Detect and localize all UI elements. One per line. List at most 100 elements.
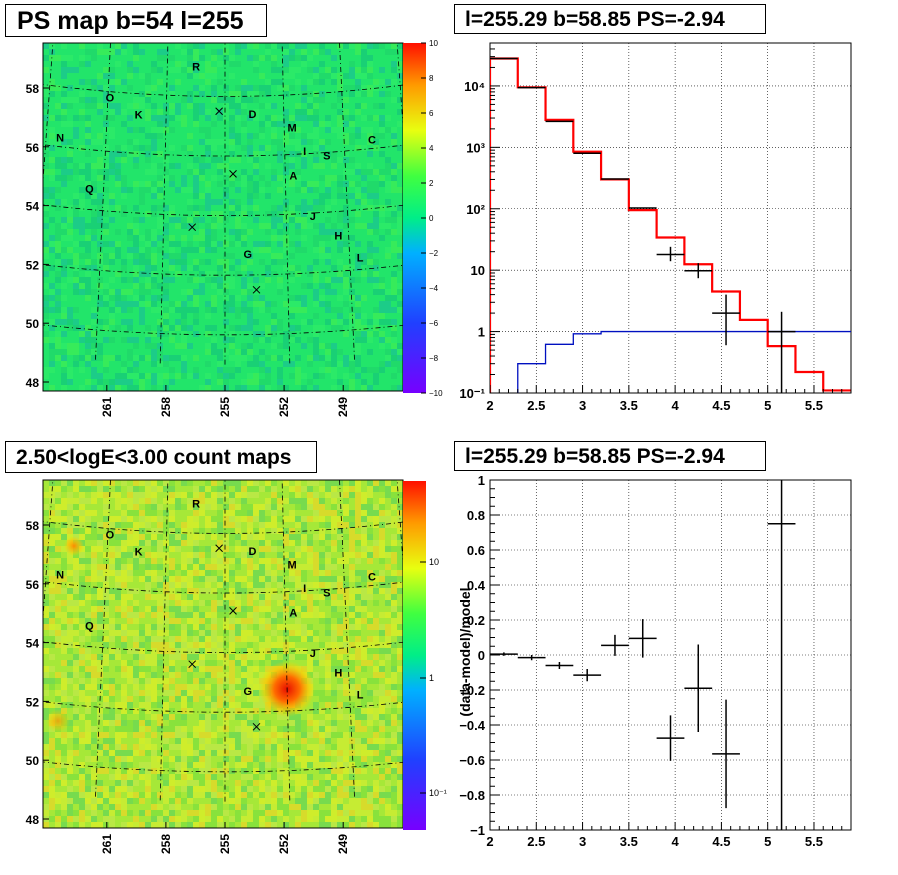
map-pixel <box>295 247 301 253</box>
map-pixel <box>265 582 271 588</box>
map-pixel <box>43 558 49 564</box>
map-pixel <box>313 241 319 247</box>
map-pixel <box>229 355 235 361</box>
map-pixel <box>91 181 97 187</box>
map-pixel <box>91 373 97 379</box>
map-pixel <box>43 774 49 780</box>
map-pixel <box>391 49 397 55</box>
map-pixel <box>145 660 151 666</box>
map-pixel <box>331 606 337 612</box>
map-pixel <box>301 55 307 61</box>
map-pixel <box>193 678 199 684</box>
map-pixel <box>133 295 139 301</box>
map-pixel <box>133 205 139 211</box>
map-pixel <box>103 492 109 498</box>
map-pixel <box>355 127 361 133</box>
map-pixel <box>379 121 385 127</box>
map-pixel <box>343 385 349 391</box>
map-pixel <box>43 169 49 175</box>
map-pixel <box>229 534 235 540</box>
map-pixel <box>139 612 145 618</box>
map-pixel <box>223 385 229 391</box>
map-pixel <box>73 822 79 828</box>
map-pixel <box>343 235 349 241</box>
map-pixel <box>259 151 265 157</box>
map-pixel <box>103 163 109 169</box>
map-pixel <box>127 367 133 373</box>
map-pixel <box>145 115 151 121</box>
map-pixel <box>55 337 61 343</box>
map-pixel <box>49 516 55 522</box>
map-pixel <box>355 642 361 648</box>
map-pixel <box>193 660 199 666</box>
map-pixel <box>181 774 187 780</box>
map-pixel <box>61 798 67 804</box>
map-pixel <box>217 822 223 828</box>
map-pixel <box>181 343 187 349</box>
map-pixel <box>187 534 193 540</box>
map-pixel <box>295 630 301 636</box>
map-pixel <box>139 768 145 774</box>
map-pixel <box>205 223 211 229</box>
map-pixel <box>349 606 355 612</box>
map-pixel <box>103 570 109 576</box>
map-pixel <box>109 558 115 564</box>
map-pixel <box>343 762 349 768</box>
map-pixel <box>337 91 343 97</box>
map-pixel <box>361 690 367 696</box>
map-pixel <box>391 187 397 193</box>
map-pixel <box>271 498 277 504</box>
map-pixel <box>367 43 373 49</box>
map-pixel <box>223 163 229 169</box>
map-pixel <box>283 49 289 55</box>
map-pixel <box>289 253 295 259</box>
map-pixel <box>355 187 361 193</box>
map-pixel <box>325 594 331 600</box>
map-pixel <box>217 361 223 367</box>
map-pixel <box>277 762 283 768</box>
map-pixel <box>205 768 211 774</box>
map-pixel <box>397 780 403 786</box>
map-pixel <box>145 492 151 498</box>
map-pixel <box>247 696 253 702</box>
map-pixel <box>211 816 217 822</box>
map-pixel <box>91 259 97 265</box>
map-pixel <box>361 385 367 391</box>
map-pixel <box>367 690 373 696</box>
map-pixel <box>127 630 133 636</box>
map-pixel <box>241 510 247 516</box>
map-pixel <box>205 313 211 319</box>
map-pixel <box>181 265 187 271</box>
map-pixel <box>211 301 217 307</box>
map-pixel <box>115 798 121 804</box>
map-pixel <box>79 229 85 235</box>
map-pixel <box>217 804 223 810</box>
map-pixel <box>373 283 379 289</box>
map-pixel <box>349 61 355 67</box>
map-pixel <box>259 331 265 337</box>
map-pixel <box>211 211 217 217</box>
longitude-line <box>159 43 169 364</box>
map-pixel <box>145 181 151 187</box>
map-pixel <box>337 73 343 79</box>
map-pixel <box>121 576 127 582</box>
map-pixel <box>223 714 229 720</box>
map-pixel <box>229 127 235 133</box>
map-pixel <box>157 714 163 720</box>
map-pixel <box>385 157 391 163</box>
map-pixel <box>235 582 241 588</box>
map-pixel <box>193 576 199 582</box>
map-pixel <box>97 780 103 786</box>
map-pixel <box>115 570 121 576</box>
map-pixel <box>385 516 391 522</box>
map-pixel <box>397 247 403 253</box>
map-pixel <box>157 349 163 355</box>
map-pixel <box>343 217 349 223</box>
y-tick-label: −0.2 <box>459 683 485 698</box>
map-pixel <box>337 762 343 768</box>
map-pixel <box>169 307 175 313</box>
source-label: M <box>287 560 296 572</box>
map-pixel <box>199 570 205 576</box>
map-pixel <box>127 301 133 307</box>
map-pixel <box>325 355 331 361</box>
